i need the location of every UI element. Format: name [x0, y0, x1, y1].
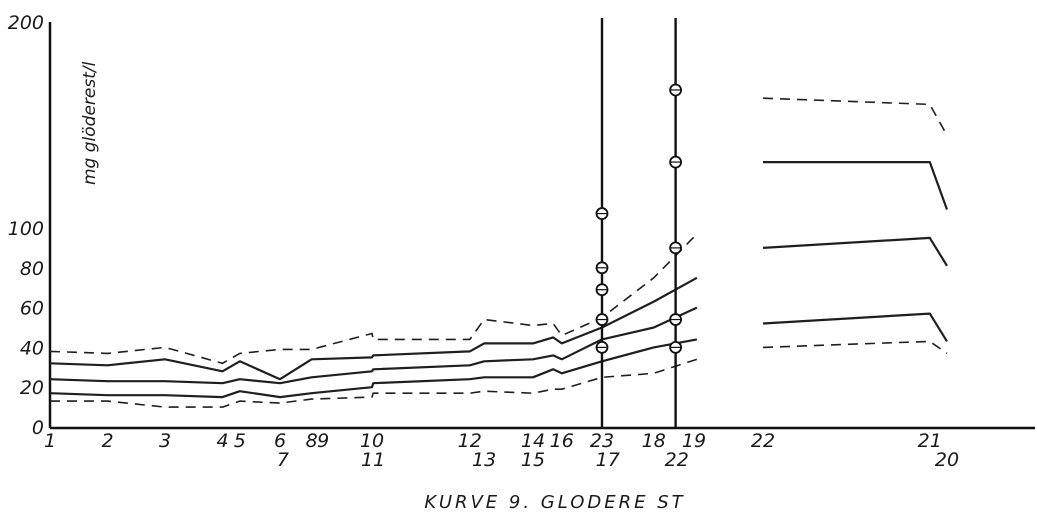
series-line-7	[763, 161, 949, 210]
x-tick-label: 12	[458, 430, 482, 452]
x-tick-label: 5	[234, 430, 246, 452]
x-tick-label: 6	[274, 430, 286, 452]
x-tick-label: 11	[361, 449, 385, 471]
y-tick-labels: 0 20 40 60 80 100 200	[8, 12, 44, 439]
x-tick-label: 18	[642, 430, 666, 452]
series-line-9	[762, 312, 948, 342]
x-tick-label: 13	[472, 449, 496, 471]
x-tick-label: 9	[317, 430, 329, 452]
series-line-3	[49, 306, 698, 385]
series-line-5	[50, 358, 698, 408]
x-tick-label: 1	[44, 430, 56, 452]
x-tick-label: 10	[360, 430, 384, 452]
y-tick-label: 0	[32, 417, 44, 439]
y-tick-label: 100	[8, 218, 44, 240]
x-tick-label: 20	[935, 449, 959, 471]
x-tick-label: 17	[596, 449, 620, 471]
x-tick-label: 7	[277, 449, 289, 471]
y-tick-label: 20	[20, 377, 44, 399]
series-line-2	[49, 276, 698, 381]
x-tick-label: 22	[751, 430, 775, 452]
x-tick-label: 8	[306, 430, 318, 452]
x-tick-label: 22	[665, 449, 689, 471]
x-tick-label: 23	[590, 430, 614, 452]
y-tick-label: 60	[20, 298, 44, 320]
x-tick-label: 2	[101, 430, 113, 452]
x-tick-label: 4	[216, 430, 228, 452]
series-line-8	[762, 236, 948, 267]
y-tick-label: 40	[20, 337, 44, 359]
x-tick-label: 15	[521, 449, 545, 471]
x-tick-label: 3	[159, 430, 171, 452]
x-tick-label: 19	[682, 430, 706, 452]
x-tick-label: 16	[550, 430, 574, 452]
x-tick-label: 14	[521, 430, 545, 452]
axes	[48, 22, 1035, 430]
y-tick-label: 200	[8, 12, 44, 34]
series-line-10	[762, 340, 948, 355]
series-layer	[49, 97, 949, 408]
chart-title: KURVE 9. GLODERE ST	[424, 492, 685, 513]
vertical-markers	[595, 18, 682, 428]
x-tick-label: 21	[918, 430, 942, 452]
series-line-4	[49, 338, 698, 399]
series-line-1	[49, 233, 698, 365]
y-tick-label: 80	[20, 258, 44, 280]
series-line-6	[762, 97, 948, 136]
y-axis-label: mg glöderest/l	[80, 61, 100, 185]
